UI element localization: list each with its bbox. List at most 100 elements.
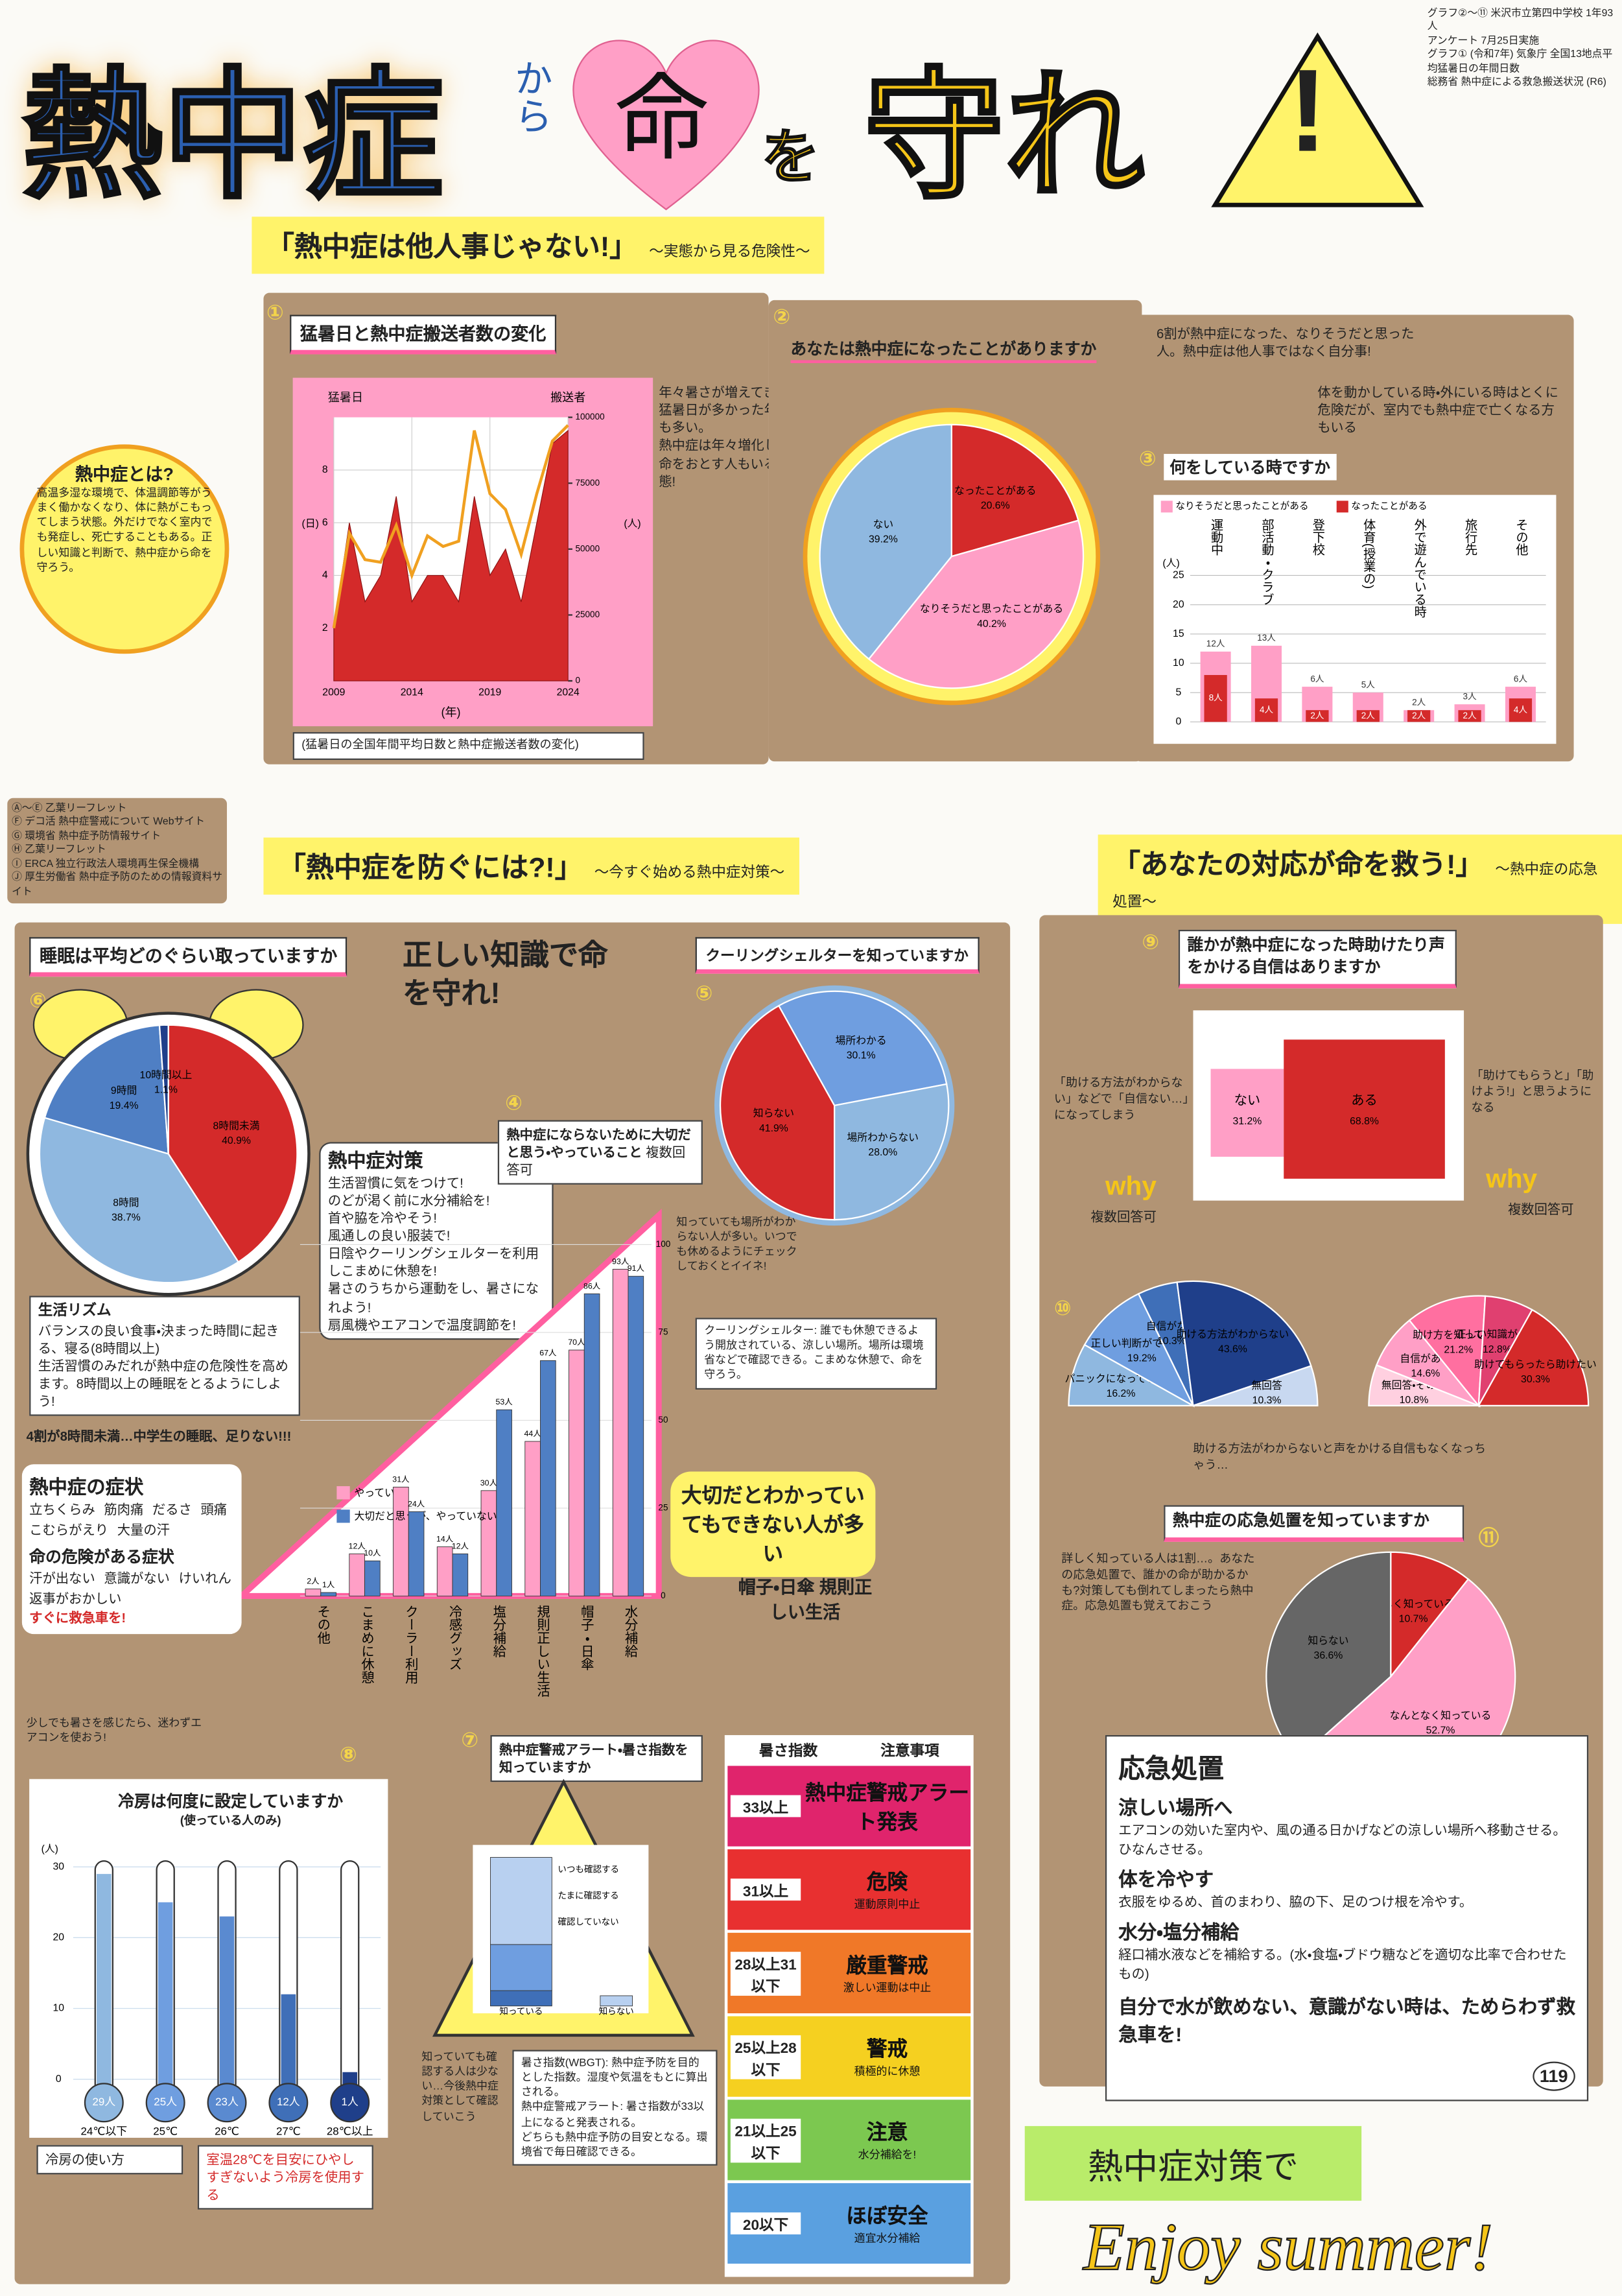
bar — [1254, 698, 1278, 722]
x-tick-label: 冷感グッズ — [447, 1605, 462, 1671]
why-sub: 複数回答可 — [1090, 1209, 1157, 1224]
pie-slice — [1176, 1280, 1312, 1407]
range-cell: 25以上28以下 — [730, 2034, 801, 2079]
value-label: 12人 — [277, 2096, 300, 2108]
pie-slice — [867, 519, 1085, 689]
chart-number: ② — [773, 304, 791, 328]
value-label: 23人 — [215, 2096, 239, 2108]
range-cell: 28以上31以下 — [730, 1951, 801, 1995]
x-tick-label: 規則正しい生活 — [535, 1605, 550, 1697]
value-label: 21.2% — [1444, 1345, 1473, 1356]
legend-label: なりそうだと思ったことがある — [1175, 501, 1308, 512]
value-label: 10人 — [364, 1548, 381, 1557]
warning: 自分で水が飲めない、意識がない時は、ためらわず救急車を! — [1118, 1995, 1575, 2046]
legend-swatch — [336, 1509, 350, 1523]
level-note: 水分補給を! — [858, 2148, 917, 2162]
chart-title: 睡眠は平均どのぐらい取っていますか — [29, 937, 348, 977]
level-cell: ほぼ安全 適宜水分補給 — [804, 2201, 970, 2246]
title-part: 命 — [615, 65, 709, 172]
title-text: 冷房は何度に設定していますか — [118, 1793, 344, 1812]
pie-slice — [777, 990, 948, 1107]
symptoms: 熱中症の症状 立ちくらみ 筋肉痛 だるさ 頭痛 こむらがえり 大量の汗 命の危険がある症状… — [21, 1464, 242, 1635]
tube — [340, 1860, 360, 2095]
chart-title: あなたは熱中症になったことがありますか — [790, 337, 1097, 364]
bar — [490, 1944, 552, 1991]
table-row: 20以下 ほぼ安全 適宜水分補給 — [727, 2183, 971, 2264]
caption: (猛暑日の全国年間平均日数と熱中症搬送者数の変化) — [292, 732, 644, 760]
annotation: 大切だとわかっていてもできない人が多い — [670, 1471, 876, 1578]
x-tick-label: その他 — [315, 1605, 331, 1644]
value-label: 10.3% — [1157, 1336, 1186, 1347]
value-label: 52.7% — [1426, 1725, 1455, 1736]
bar — [600, 1995, 633, 2007]
chart-subtitle: (使っている人のみ) — [180, 1814, 281, 1828]
y2-tick-label: 50000 — [575, 543, 600, 553]
tip: 冷房の使い方 — [36, 2145, 183, 2175]
y-tick-label: 25 — [1173, 570, 1184, 581]
wbgt-table: 暑さ指数 注意事項 33以上 熱中症警戒アラート発表 31以上 危険 運動原則中止 28以上3… — [724, 1734, 974, 2277]
y-tick-label: 20 — [53, 1932, 65, 1943]
y2-tick-label: 25000 — [575, 610, 600, 619]
list-item: こむらがえり — [29, 1522, 109, 1538]
bar — [1204, 675, 1227, 722]
chart-number: ③ — [1138, 446, 1157, 470]
phone: 119 — [1532, 2061, 1575, 2091]
why-sub: 複数回答可 — [1507, 1201, 1574, 1217]
value-label: 2人 — [307, 1577, 320, 1586]
value-label: 2人 — [1412, 698, 1426, 707]
x-tick-label: 塩分補給 — [491, 1605, 506, 1657]
footer-enjoy: Enjoy summer! — [1083, 2208, 1494, 2284]
pie-slice — [1477, 1308, 1590, 1407]
chart: パニックになってしまう16.2%正しい判断ができない19.2%自信がない10.3… — [1065, 1280, 1595, 1408]
bar — [436, 1546, 453, 1596]
chart-title: 猛暑日と熱中症搬送者数の変化 — [290, 314, 557, 355]
table-header: 暑さ指数 注意事項 — [725, 1735, 974, 1763]
chart-title: 熱中症の応急処置を知っていますか — [1164, 1505, 1464, 1542]
list-item: けいれん — [178, 1571, 231, 1586]
slice-label: なんとなく知っている — [1390, 1710, 1492, 1722]
range-cell: 33以上 — [730, 1795, 801, 1817]
list-item: 頭痛 — [200, 1502, 228, 1517]
step-heading: 体を冷やす — [1118, 1868, 1214, 1891]
value-label: 53人 — [496, 1397, 513, 1406]
title-part: 熱中症 — [21, 57, 445, 217]
x-tick-label: 28℃以上 — [327, 2125, 373, 2137]
chart-title: 何をしている時ですか — [1164, 454, 1336, 480]
x-tick-label: 27℃ — [276, 2125, 301, 2137]
table-row: 21以上25以下 注意 水分補給を! — [727, 2100, 971, 2181]
value-label: 44人 — [524, 1429, 542, 1438]
chart: なったことがある 20.6% なりそうだと思ったことがある 40.2% ない 39.2% — [803, 407, 1101, 705]
why: why — [1486, 1164, 1538, 1194]
annotation: 知っていても確認する人は少ない…今後熱中症対策として確認していこう — [421, 2050, 499, 2123]
value-label: 39.2% — [869, 534, 898, 545]
y-tick-label: 4 — [322, 570, 328, 581]
slice-label: なりそうだと思ったことがある — [920, 603, 1063, 615]
legend-label: 大切だと思うが、やっていない — [354, 1511, 497, 1522]
list-item: バランスの良い食事・決まった時間に起きる、寝る(8時間以上) — [38, 1323, 279, 1356]
bar — [349, 1553, 365, 1596]
slice-label: 詳しく知っている — [1372, 1598, 1454, 1610]
list-item: Ⓕ デコ活 熱中症警戒について Webサイト — [12, 818, 205, 828]
chart: 0 5 10 15 20 25(人) なりそうだと思ったことがある 12人 13人 6人 5人 2人 3… — [1153, 495, 1557, 744]
annotation: 帽子・日傘 規則正しい生活 — [738, 1577, 873, 1623]
list-item: Ⓐ〜Ⓔ 乙葉リーフレット — [12, 803, 127, 814]
chart: 2 4 6 8 0 25000 50000 75000 100000 2009 2014 2019 20… — [302, 391, 641, 719]
legend-swatch — [1160, 501, 1173, 513]
annotation: 助ける方法がわからないと声をかける自信もなくなっちゃう… — [1193, 1442, 1487, 1472]
symptom-list: 立ちくらみ 筋肉痛 だるさ 頭痛 こむらがえり 大量の汗 — [29, 1499, 234, 1539]
value-label: 8人 — [1209, 693, 1223, 703]
list-item: 生活習慣に気をつけて! — [327, 1175, 464, 1190]
footer-slogan: 熱中症対策で — [1024, 2125, 1362, 2201]
value-label: 1人 — [342, 2096, 358, 2108]
level: 警戒 — [866, 2037, 908, 2061]
x-tick-label: 登下校 — [1310, 518, 1325, 556]
bar — [1306, 710, 1329, 722]
warning-triangle — [1211, 32, 1424, 207]
axis-unit: (人) — [624, 519, 641, 530]
slice-label: 無回答 — [1251, 1380, 1282, 1391]
annotation: 6割が熱中症になった、なりそうだと思った人。熱中症は他人事ではなく自分事! — [1156, 326, 1415, 359]
title-part: 守れ — [862, 57, 1146, 217]
x-label: (年) — [441, 706, 460, 719]
level-cell: 熱中症警戒アラート発表 — [804, 1777, 970, 1835]
